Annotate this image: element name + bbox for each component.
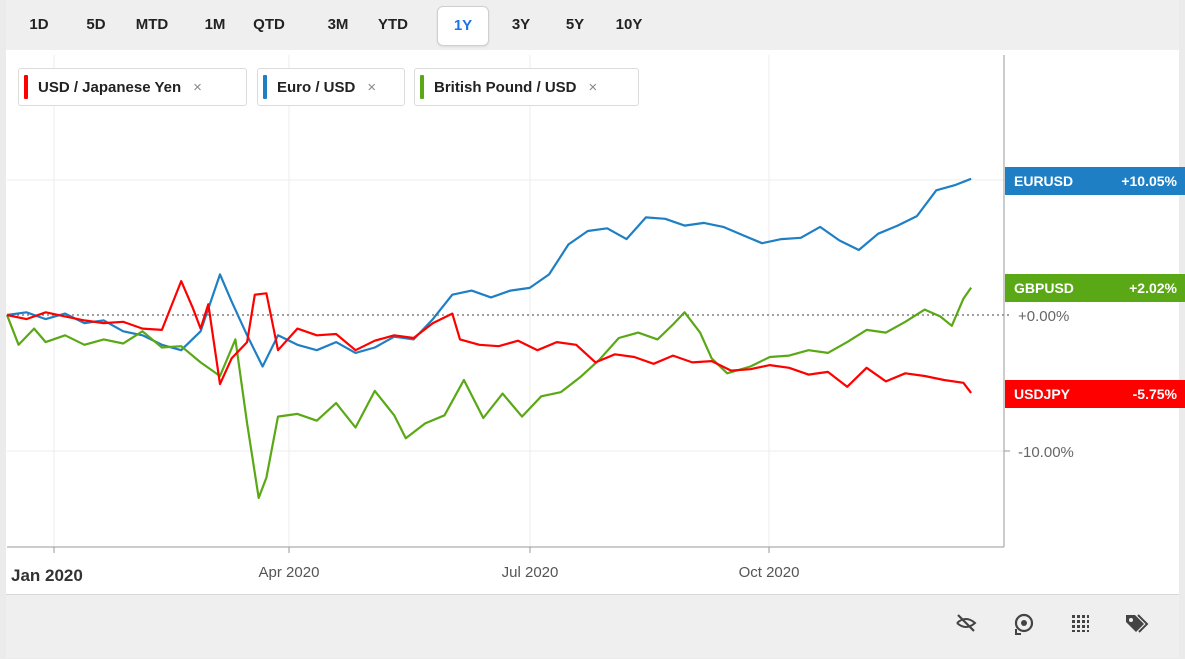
- legend-swatch: [263, 75, 267, 99]
- value-tag-eurusd: EURUSD +10.05%: [1005, 167, 1185, 195]
- legend-item[interactable]: British Pound / USD ×: [414, 68, 639, 106]
- reset-icon[interactable]: [1010, 609, 1038, 637]
- close-icon[interactable]: ×: [588, 78, 598, 96]
- x-tick-label: Apr 2020: [259, 564, 320, 581]
- value-tag-value: +10.05%: [1121, 173, 1177, 189]
- tag-icon[interactable]: [1122, 609, 1150, 637]
- range-button-1y[interactable]: 1Y: [437, 6, 489, 46]
- series-line-gbpusd[interactable]: [5, 286, 973, 499]
- legend-item[interactable]: USD / Japanese Yen ×: [18, 68, 247, 106]
- value-tag-value: +2.02%: [1129, 280, 1177, 296]
- value-tag-name: EURUSD: [1014, 173, 1074, 189]
- x-tick-label: Jan 2020: [11, 566, 83, 585]
- value-tag-name: USDJPY: [1014, 386, 1071, 402]
- range-button-3y[interactable]: 3Y: [511, 16, 531, 33]
- value-tag-usdjpy: USDJPY -5.75%: [1005, 380, 1185, 408]
- legend-label: USD / Japanese Yen: [38, 78, 182, 96]
- legend-label: British Pound / USD: [434, 78, 577, 96]
- close-icon[interactable]: ×: [193, 78, 202, 96]
- bottom-toolbar: [6, 594, 1179, 658]
- y-tick-label: +0.00%: [1018, 308, 1069, 325]
- close-icon[interactable]: ×: [367, 78, 377, 96]
- range-button-3m[interactable]: 3M: [327, 16, 349, 33]
- grid-icon[interactable]: [1066, 609, 1094, 637]
- plot-area: [7, 55, 1004, 547]
- x-tick-label: Jul 2020: [502, 564, 559, 581]
- value-tag-name: GBPUSD: [1014, 280, 1074, 296]
- range-button-10y[interactable]: 10Y: [615, 16, 643, 33]
- range-button-5d[interactable]: 5D: [86, 16, 106, 33]
- legend-label: Euro / USD: [277, 78, 356, 96]
- range-button-5y[interactable]: 5Y: [565, 16, 585, 33]
- legend-swatch: [420, 75, 424, 99]
- value-tag-gbpusd: GBPUSD +2.02%: [1005, 274, 1185, 302]
- legend-item[interactable]: Euro / USD ×: [257, 68, 405, 106]
- range-button-1m[interactable]: 1M: [204, 16, 226, 33]
- range-button-qtd[interactable]: QTD: [253, 16, 285, 33]
- range-button-mtd[interactable]: MTD: [135, 16, 169, 33]
- series-layer: [5, 177, 973, 499]
- value-tag-value: -5.75%: [1132, 386, 1177, 402]
- crosshair-off-icon[interactable]: [952, 609, 980, 637]
- range-button-1d[interactable]: 1D: [29, 16, 49, 33]
- range-button-ytd[interactable]: YTD: [378, 16, 408, 33]
- y-tick-label: -10.00%: [1018, 444, 1074, 461]
- series-line-usdjpy[interactable]: [6, 280, 972, 394]
- x-tick-label: Oct 2020: [739, 564, 800, 581]
- legend-swatch: [24, 75, 28, 99]
- range-toolbar: [6, 0, 1179, 50]
